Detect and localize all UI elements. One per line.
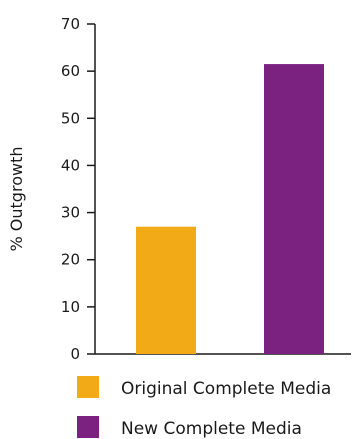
- legend-swatch-1: [77, 376, 99, 398]
- y-tick-label: 10: [61, 298, 80, 316]
- y-tick-label: 20: [61, 251, 80, 269]
- legend-swatch-2: [77, 416, 99, 438]
- bar-2: [264, 64, 324, 355]
- y-tick-label: 0: [70, 345, 80, 363]
- y-tick-label: 40: [61, 156, 80, 174]
- y-tick-label: 30: [61, 204, 80, 222]
- y-axis-ticks: 0 10 20 30 40 50 60 70: [61, 15, 95, 363]
- y-tick-label: 50: [61, 109, 80, 127]
- bars: [136, 64, 324, 355]
- y-tick-label: 60: [61, 62, 80, 80]
- y-tick-label: 70: [61, 15, 80, 33]
- legend-label-2: New Complete Media: [121, 419, 302, 439]
- y-axis-title: % Outgrowth: [7, 147, 26, 252]
- bar-1: [136, 226, 196, 354]
- legend-label-1: Original Complete Media: [121, 379, 331, 399]
- legend: Original Complete Media New Complete Medi…: [77, 376, 331, 439]
